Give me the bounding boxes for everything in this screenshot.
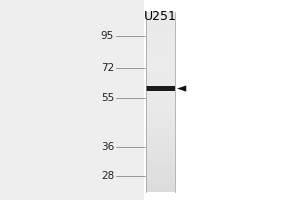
Bar — [146, 176, 175, 179]
Bar — [146, 57, 175, 59]
Bar — [146, 174, 175, 176]
Bar — [146, 84, 175, 86]
Bar — [146, 23, 175, 25]
Bar — [146, 86, 175, 91]
Bar — [146, 68, 175, 71]
Bar — [146, 156, 175, 158]
Bar — [146, 79, 175, 82]
Bar — [146, 170, 175, 172]
Bar — [146, 163, 175, 165]
Bar — [146, 167, 175, 170]
Bar — [146, 88, 175, 91]
Bar — [146, 41, 175, 44]
Bar — [146, 145, 175, 147]
Text: 36: 36 — [101, 142, 114, 152]
Bar — [146, 25, 175, 28]
Bar — [146, 34, 175, 37]
Bar — [146, 104, 175, 107]
Bar — [146, 188, 175, 190]
Text: 28: 28 — [101, 171, 114, 181]
Bar — [146, 95, 175, 98]
Bar — [146, 116, 175, 118]
Bar — [146, 77, 175, 79]
Bar — [146, 73, 175, 75]
Bar — [146, 19, 175, 21]
Bar — [146, 93, 175, 95]
Bar — [146, 55, 175, 57]
Bar — [146, 39, 175, 41]
Bar — [146, 75, 175, 77]
Bar — [146, 46, 175, 48]
Bar — [146, 124, 175, 127]
Bar — [146, 120, 175, 122]
Bar — [146, 183, 175, 185]
Bar — [146, 142, 175, 145]
Bar — [146, 50, 175, 52]
Bar — [146, 185, 175, 188]
Bar — [146, 14, 175, 17]
Bar — [146, 82, 175, 84]
Bar — [146, 59, 175, 62]
Bar — [146, 136, 175, 138]
Bar — [146, 21, 175, 23]
Bar — [146, 86, 175, 88]
Bar — [146, 149, 175, 152]
Bar — [146, 127, 175, 129]
Bar — [146, 172, 175, 174]
Bar — [146, 107, 175, 109]
Bar — [146, 102, 175, 104]
Bar — [146, 154, 175, 156]
Bar — [146, 160, 175, 163]
Text: 72: 72 — [101, 63, 114, 73]
Bar — [146, 71, 175, 73]
Bar — [146, 91, 175, 93]
Bar — [146, 64, 175, 66]
Text: 95: 95 — [101, 31, 114, 41]
Bar — [146, 118, 175, 120]
Bar — [146, 178, 175, 181]
Bar — [146, 165, 175, 167]
Bar — [146, 134, 175, 136]
Bar — [146, 181, 175, 183]
Bar — [146, 109, 175, 111]
Bar — [146, 66, 175, 68]
Bar — [146, 129, 175, 131]
Bar — [146, 17, 175, 19]
Bar — [146, 12, 175, 14]
Bar — [146, 32, 175, 35]
Bar — [146, 190, 175, 192]
Bar — [146, 48, 175, 50]
Bar — [146, 152, 175, 154]
Bar — [146, 138, 175, 140]
Bar — [146, 62, 175, 64]
Text: U251: U251 — [144, 10, 177, 23]
Bar — [0, 0, 144, 200]
Bar — [146, 140, 175, 142]
Bar — [146, 111, 175, 113]
Bar — [146, 44, 175, 46]
Bar — [146, 113, 175, 116]
Bar — [146, 52, 175, 55]
Bar — [146, 122, 175, 124]
Polygon shape — [177, 85, 186, 92]
Bar — [146, 37, 175, 39]
Bar — [146, 30, 175, 32]
Bar — [146, 28, 175, 30]
Bar — [146, 158, 175, 160]
Bar — [146, 131, 175, 134]
Text: 55: 55 — [101, 93, 114, 103]
Bar — [146, 100, 175, 102]
Bar — [146, 147, 175, 149]
Bar — [146, 98, 175, 100]
